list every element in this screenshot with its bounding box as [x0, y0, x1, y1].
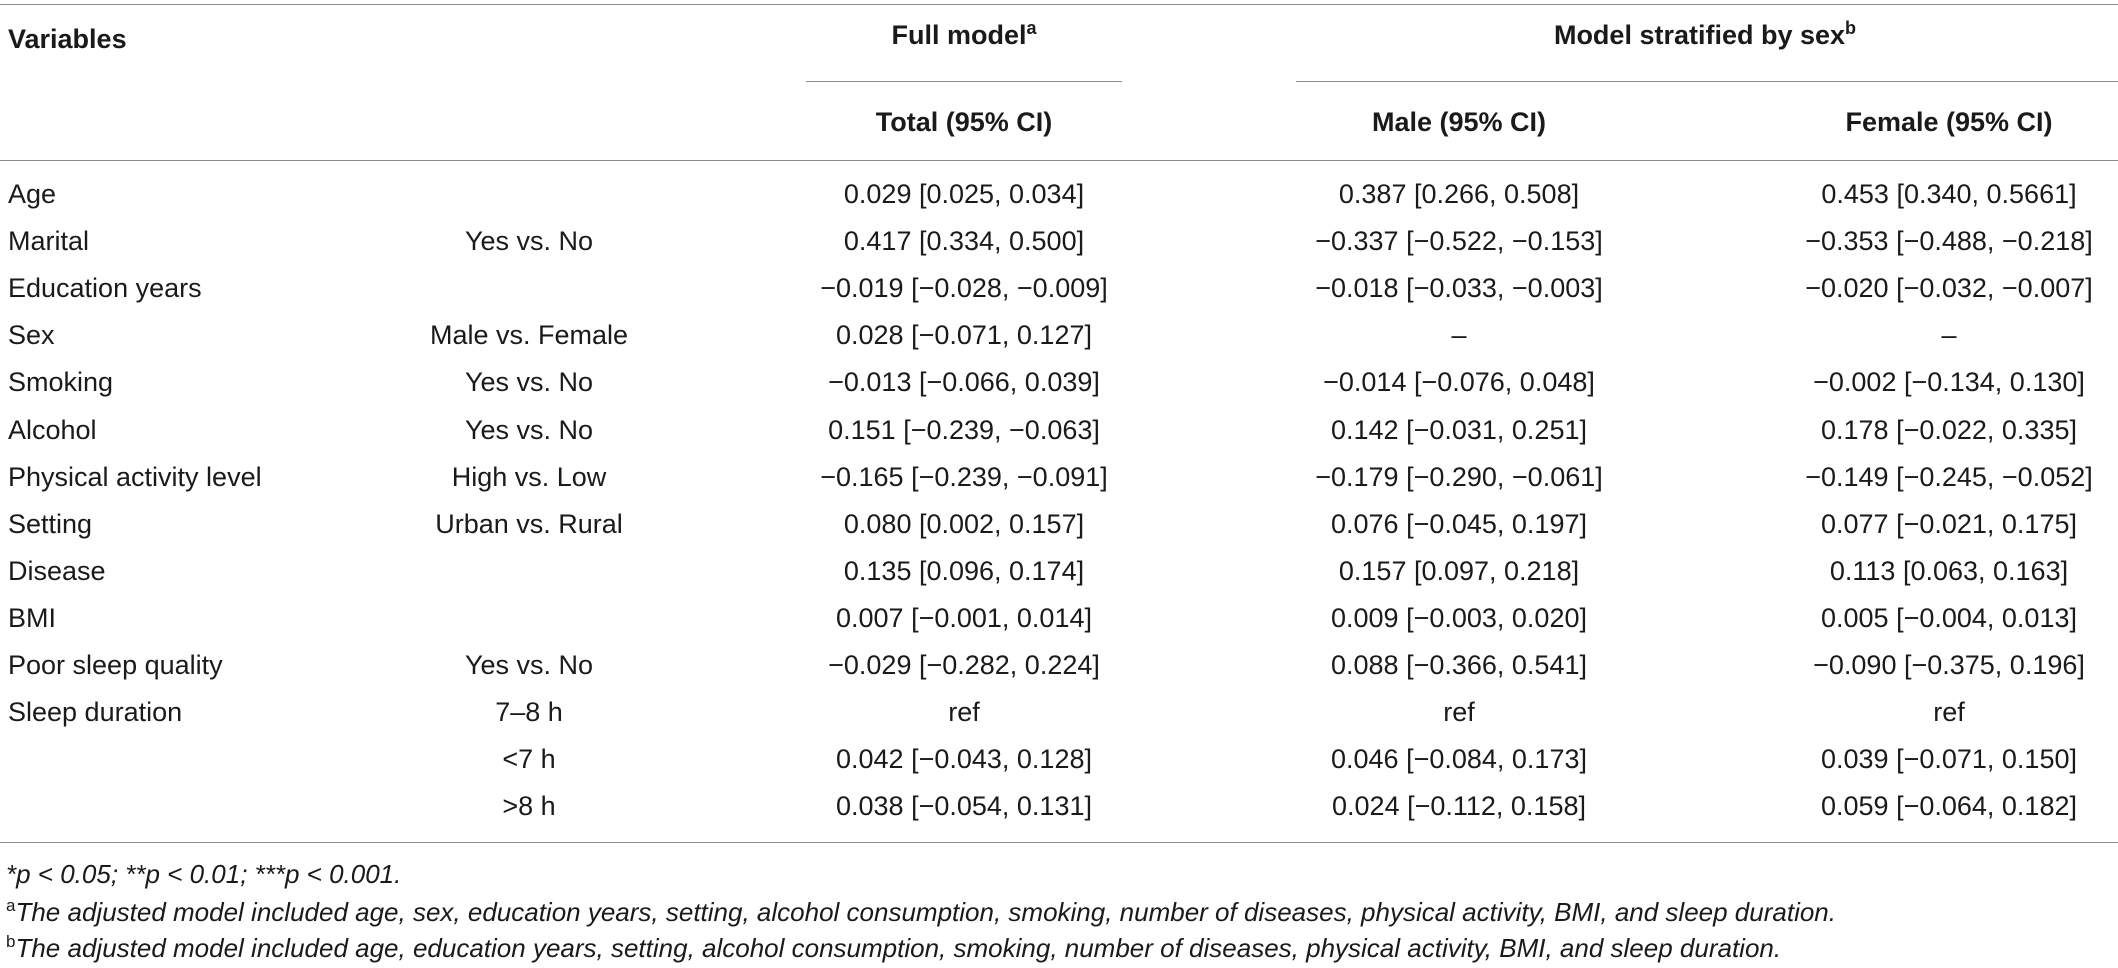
row-total-ci: 0.135 [0.096, 0.174]: [843, 556, 1085, 586]
row-category: Yes vs. No: [464, 367, 594, 397]
row-category: <7 h: [502, 744, 556, 774]
header-full-model-label: Full model: [891, 20, 1027, 50]
row-variable: Alcohol: [8, 415, 97, 445]
row-male-ci: 0.387 [0.266, 0.508]: [1338, 179, 1580, 209]
header-variables: Variables: [8, 24, 127, 54]
footnote-b: bThe adjusted model included age, educat…: [6, 932, 1781, 964]
row-male-ci: ref: [1443, 697, 1475, 727]
footnote-a: aThe adjusted model included age, sex, e…: [6, 896, 1836, 928]
row-total-ci: −0.165 [−0.239, −0.091]: [820, 462, 1108, 492]
row-category: Male vs. Female: [429, 320, 629, 350]
row-female-ci: 0.005 [−0.004, 0.013]: [1821, 603, 2077, 633]
row-male-ci: 0.157 [0.097, 0.218]: [1338, 556, 1580, 586]
row-category: 7–8 h: [495, 697, 563, 727]
row-variable: Education years: [8, 273, 202, 303]
row-total-ci: −0.029 [−0.282, 0.224]: [828, 650, 1100, 680]
row-male-ci: 0.046 [−0.084, 0.173]: [1331, 744, 1587, 774]
row-variable: BMI: [8, 603, 57, 633]
top-rule: [0, 4, 2118, 5]
row-female-ci: 0.077 [−0.021, 0.175]: [1821, 509, 2077, 539]
row-male-ci: −0.337 [−0.522, −0.153]: [1315, 226, 1603, 256]
row-total-ci: 0.151 [−0.239, −0.063]: [828, 415, 1100, 445]
row-female-ci: −0.149 [−0.245, −0.052]: [1805, 462, 2093, 492]
row-category: High vs. Low: [451, 462, 607, 492]
header-full-model-footnote-mark: a: [1026, 18, 1037, 38]
header-male: Male (95% CI): [1371, 107, 1547, 137]
row-total-ci: 0.028 [−0.071, 0.127]: [836, 320, 1092, 350]
row-total-ci: ref: [948, 697, 980, 727]
header-stratified-footnote-mark: b: [1845, 18, 1857, 38]
row-female-ci: −0.002 [−0.134, 0.130]: [1813, 367, 2085, 397]
row-female-ci: 0.113 [0.063, 0.163]: [1829, 556, 2069, 586]
significance-note: *p < 0.05; **p < 0.01; ***p < 0.001.: [6, 859, 402, 889]
footnote-b-text: The adjusted model included age, educati…: [15, 933, 1782, 963]
header-full-model: Full modela: [806, 18, 1122, 52]
header-female: Female (95% CI): [1845, 107, 2053, 137]
row-total-ci: −0.019 [−0.028, −0.009]: [820, 273, 1108, 303]
row-female-ci: –: [1941, 320, 1957, 350]
stratified-underline: [1296, 81, 2118, 82]
row-variable: Marital: [8, 226, 90, 256]
footnote-b-mark: b: [6, 932, 16, 951]
row-male-ci: 0.076 [−0.045, 0.197]: [1331, 509, 1587, 539]
row-male-ci: −0.014 [−0.076, 0.048]: [1323, 367, 1595, 397]
row-female-ci: −0.020 [−0.032, −0.007]: [1805, 273, 2093, 303]
row-male-ci: 0.009 [−0.003, 0.020]: [1331, 603, 1587, 633]
row-female-ci: 0.039 [−0.071, 0.150]: [1821, 744, 2077, 774]
row-female-ci: 0.059 [−0.064, 0.182]: [1821, 791, 2077, 821]
row-male-ci: –: [1451, 320, 1467, 350]
row-variable: Sex: [8, 320, 55, 350]
row-female-ci: ref: [1933, 697, 1965, 727]
row-male-ci: 0.024 [−0.112, 0.158]: [1332, 791, 1586, 821]
row-female-ci: −0.090 [−0.375, 0.196]: [1813, 650, 2085, 680]
header-bottom-rule: [0, 160, 2118, 161]
row-variable: Poor sleep quality: [8, 650, 223, 680]
row-category: Yes vs. No: [464, 415, 594, 445]
row-total-ci: 0.417 [0.334, 0.500]: [843, 226, 1085, 256]
header-stratified: Model stratified by sexb: [1296, 18, 2114, 52]
table-bottom-rule: [0, 842, 2118, 843]
row-male-ci: −0.018 [−0.033, −0.003]: [1315, 273, 1603, 303]
row-category: Urban vs. Rural: [435, 509, 623, 539]
row-total-ci: 0.029 [0.025, 0.034]: [843, 179, 1085, 209]
row-category: Yes vs. No: [464, 226, 594, 256]
row-total-ci: 0.038 [−0.054, 0.131]: [836, 791, 1092, 821]
row-female-ci: 0.453 [0.340, 0.5661]: [1821, 179, 2077, 209]
header-total: Total (95% CI): [875, 107, 1053, 137]
row-variable: Age: [8, 179, 57, 209]
header-stratified-label: Model stratified by sex: [1553, 20, 1846, 50]
row-variable: Smoking: [8, 367, 114, 397]
row-male-ci: 0.142 [−0.031, 0.251]: [1331, 415, 1587, 445]
row-category: Yes vs. No: [464, 650, 594, 680]
row-total-ci: −0.013 [−0.066, 0.039]: [828, 367, 1100, 397]
row-female-ci: 0.178 [−0.022, 0.335]: [1821, 415, 2077, 445]
row-category: >8 h: [502, 791, 556, 821]
row-total-ci: 0.007 [−0.001, 0.014]: [836, 603, 1092, 633]
row-total-ci: 0.080 [0.002, 0.157]: [843, 509, 1085, 539]
footnote-a-mark: a: [6, 896, 16, 915]
row-variable: Disease: [8, 556, 106, 586]
row-variable: Sleep duration: [8, 697, 183, 727]
row-female-ci: −0.353 [−0.488, −0.218]: [1805, 226, 2093, 256]
full-model-underline: [806, 81, 1122, 82]
row-variable: Physical activity level: [8, 462, 262, 492]
row-variable: Setting: [8, 509, 93, 539]
row-male-ci: −0.179 [−0.290, −0.061]: [1315, 462, 1603, 492]
footnote-a-text: The adjusted model included age, sex, ed…: [15, 897, 1836, 927]
row-total-ci: 0.042 [−0.043, 0.128]: [836, 744, 1092, 774]
row-male-ci: 0.088 [−0.366, 0.541]: [1331, 650, 1587, 680]
